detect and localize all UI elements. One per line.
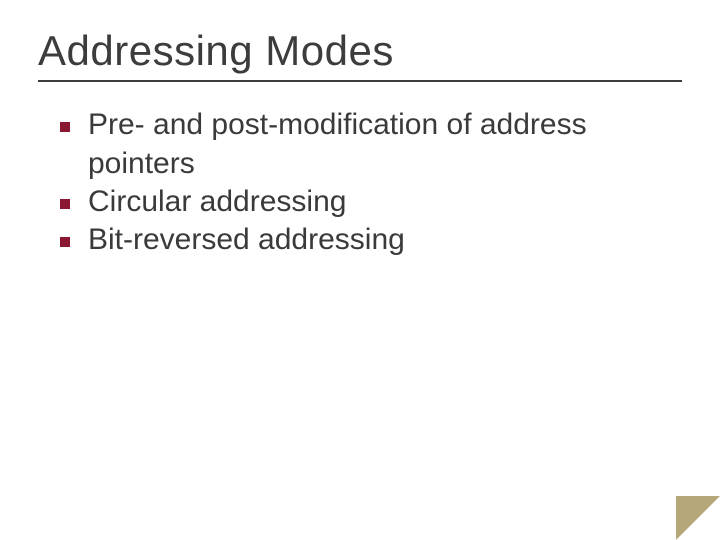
title-underline — [38, 80, 682, 82]
bullet-text: Bit-reversed addressing — [88, 223, 405, 256]
bullet-square-icon — [60, 122, 70, 132]
slide: Addressing Modes Pre- and post-modificat… — [0, 0, 720, 540]
list-item: Pre- and post-modification of address po… — [60, 106, 682, 183]
list-item: Bit-reversed addressing — [60, 221, 682, 259]
bullet-text: Circular addressing — [88, 185, 346, 218]
bullet-square-icon — [60, 237, 70, 247]
bullet-list: Pre- and post-modification of address po… — [38, 106, 682, 260]
list-item: Circular addressing — [60, 183, 682, 221]
bullet-square-icon — [60, 199, 70, 209]
corner-accent-icon — [676, 496, 720, 540]
slide-title: Addressing Modes — [38, 28, 682, 74]
bullet-text: Pre- and post-modification of address po… — [88, 108, 587, 179]
